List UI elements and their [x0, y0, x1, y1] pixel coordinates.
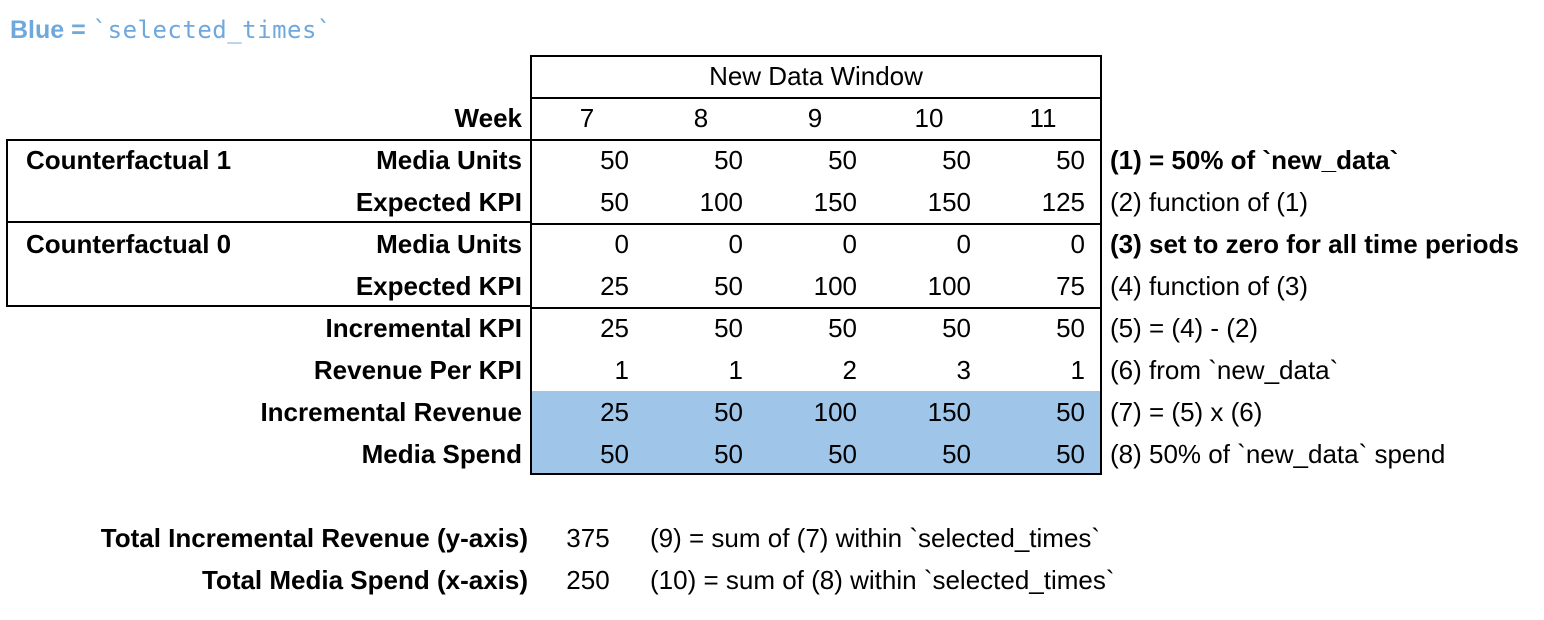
cell: 1 — [728, 355, 743, 385]
cell: 25 — [600, 313, 629, 343]
cell-highlighted: 50 — [714, 397, 743, 427]
total-incremental-revenue-label: Total Incremental Revenue (y-axis) — [100, 523, 528, 553]
cell: 0 — [842, 229, 857, 259]
cell: 50 — [942, 145, 971, 175]
cell-highlighted: 50 — [1056, 439, 1085, 469]
counterfactual-0-label: Counterfactual 0 — [26, 229, 232, 259]
note-8: (8) 50% of `new_data` spend — [1110, 439, 1446, 469]
row-label-expected-kpi-cf1: Expected KPI — [355, 187, 522, 217]
cell: 100 — [699, 187, 743, 217]
row-label-media-spend: Media Spend — [361, 439, 522, 469]
cell: 125 — [1041, 187, 1085, 217]
cell: 3 — [956, 355, 971, 385]
cell: 100 — [927, 271, 971, 301]
cell: 1 — [1070, 355, 1085, 385]
grid-rule-under-window-header — [531, 97, 1101, 99]
legend-note: Blue = `selected_times` — [10, 16, 332, 45]
cell: 50 — [600, 145, 629, 175]
note-6: (6) from `new_data` — [1110, 355, 1339, 385]
total-incremental-revenue-value: 375 — [566, 523, 610, 553]
counterfactual-0-box — [6, 221, 532, 307]
cell: 50 — [714, 271, 743, 301]
week-column-7: 7 — [579, 103, 595, 133]
cell: 0 — [956, 229, 971, 259]
cell: 100 — [813, 271, 857, 301]
cell: 50 — [828, 313, 857, 343]
row-label-incremental-kpi: Incremental KPI — [325, 313, 522, 343]
counterfactual-1-label: Counterfactual 1 — [26, 145, 232, 175]
cell: 50 — [714, 145, 743, 175]
week-column-10: 10 — [914, 103, 944, 133]
cell-highlighted: 50 — [942, 439, 971, 469]
note-2: (2) function of (1) — [1110, 187, 1308, 217]
cell-highlighted: 50 — [714, 439, 743, 469]
cell: 150 — [927, 187, 971, 217]
cell: 50 — [828, 145, 857, 175]
grid-rule-under-counterfactual-0 — [531, 307, 1101, 309]
cell: 50 — [942, 313, 971, 343]
week-column-8: 8 — [693, 103, 709, 133]
cell: 50 — [1056, 313, 1085, 343]
cell: 50 — [1056, 145, 1085, 175]
cell-highlighted: 50 — [1056, 397, 1085, 427]
total-media-spend-label: Total Media Spend (x-axis) — [201, 565, 528, 595]
legend-note-text: Blue = — [10, 16, 93, 44]
total-media-spend-value: 250 — [566, 565, 610, 595]
cell: 0 — [728, 229, 743, 259]
note-4: (4) function of (3) — [1110, 271, 1308, 301]
cell: 50 — [600, 187, 629, 217]
selected-times-code: `selected_times` — [92, 16, 332, 44]
row-label-revenue-per-kpi: Revenue Per KPI — [313, 355, 522, 385]
week-column-11: 11 — [1029, 103, 1057, 133]
cell-highlighted: 100 — [813, 397, 857, 427]
cell: 1 — [614, 355, 629, 385]
new-data-window-header: New Data Window — [709, 61, 923, 91]
cell-highlighted: 150 — [927, 397, 971, 427]
week-row-label: Week — [454, 103, 522, 133]
grid-rule-under-counterfactual-1 — [531, 223, 1101, 225]
row-label-incremental-revenue: Incremental Revenue — [260, 397, 522, 427]
row-label-media-units-cf1: Media Units — [376, 145, 522, 175]
note-5: (5) = (4) - (2) — [1110, 313, 1259, 343]
data-grid-frame — [530, 55, 1102, 475]
cell: 0 — [614, 229, 629, 259]
row-label-expected-kpi-cf0: Expected KPI — [355, 271, 522, 301]
row-label-media-units-cf0: Media Units — [376, 229, 522, 259]
cell: 75 — [1056, 271, 1085, 301]
cell-highlighted: 50 — [828, 439, 857, 469]
note-1: (1) = 50% of `new_data` — [1110, 145, 1399, 175]
cell-highlighted: 50 — [600, 439, 629, 469]
note-3: (3) set to zero for all time periods — [1110, 229, 1519, 259]
cell: 150 — [813, 187, 857, 217]
grid-rule-under-week-row — [531, 139, 1101, 141]
cell: 2 — [842, 355, 857, 385]
week-column-9: 9 — [807, 103, 823, 133]
cell: 25 — [600, 271, 629, 301]
note-10: (10) = sum of (8) within `selected_times… — [650, 565, 1115, 595]
cell-highlighted: 25 — [600, 397, 629, 427]
note-7: (7) = (5) x (6) — [1110, 397, 1263, 427]
cell: 50 — [714, 313, 743, 343]
cell: 0 — [1070, 229, 1085, 259]
note-9: (9) = sum of (7) within `selected_times` — [650, 523, 1101, 553]
selected-times-highlight — [532, 391, 1100, 473]
